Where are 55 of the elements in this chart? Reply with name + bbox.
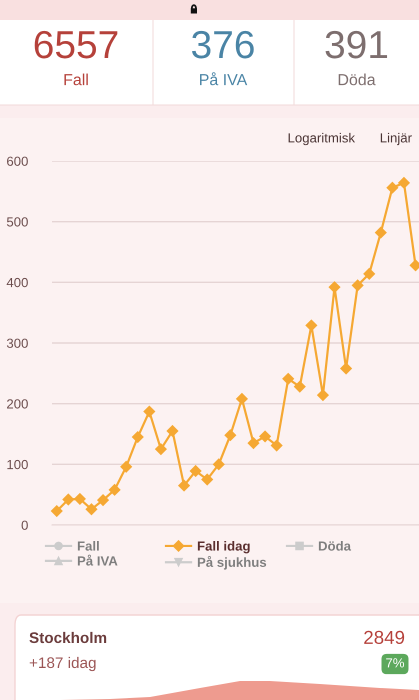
y-tick-label: 200 (7, 399, 28, 409)
point (74, 493, 86, 505)
point (363, 268, 376, 280)
text: Döda (338, 74, 376, 86)
point (97, 494, 109, 506)
point (224, 429, 236, 442)
point (236, 393, 248, 405)
y-tick-label: 400 (6, 278, 28, 288)
point (166, 425, 178, 437)
legend-label: Fall idag (198, 541, 250, 554)
text: Linjär (380, 132, 412, 146)
point (50, 505, 63, 517)
y-tick-label: 300 (6, 338, 28, 348)
text: 2849 (364, 630, 404, 644)
point (398, 177, 410, 189)
point (306, 320, 318, 332)
point (155, 443, 167, 455)
point (190, 465, 202, 477)
point (317, 389, 329, 401)
text: Logaritmisk (288, 132, 356, 146)
text: 7% (386, 658, 404, 668)
legend-label: På IVA (78, 554, 118, 566)
point (212, 458, 225, 470)
point (340, 362, 352, 374)
point (294, 380, 306, 392)
point (62, 494, 74, 506)
point (120, 460, 132, 473)
text: 6557 (34, 30, 118, 58)
text: Stockholm (29, 632, 106, 644)
y-tick-label: 0 (22, 520, 28, 530)
point (201, 474, 214, 486)
text: +187 idag (30, 656, 96, 672)
point (178, 480, 190, 492)
text: 391 (326, 30, 388, 58)
point (144, 406, 156, 418)
point (108, 484, 120, 496)
point (328, 281, 340, 293)
text: 376 (192, 30, 254, 58)
point (386, 182, 398, 194)
point (86, 503, 98, 516)
text: Fall (64, 74, 88, 86)
point (132, 431, 144, 443)
point (282, 372, 294, 385)
y-tick-label: 500 (6, 217, 28, 227)
legend-label: Döda (318, 541, 352, 551)
y-tick-label: 100 (7, 460, 28, 470)
point (352, 280, 364, 292)
legend-label: Fall (78, 541, 99, 551)
point (270, 440, 282, 452)
point (248, 437, 260, 449)
legend-label: På sjukhus (198, 556, 266, 570)
point (259, 430, 271, 442)
point (375, 226, 387, 238)
y-tick-label: 600 (7, 156, 28, 166)
text: På IVA (200, 72, 248, 86)
